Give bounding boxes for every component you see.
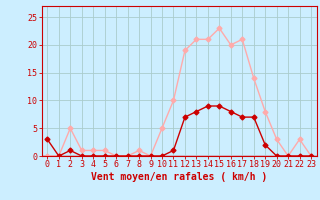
X-axis label: Vent moyen/en rafales ( km/h ): Vent moyen/en rafales ( km/h ) <box>91 172 267 182</box>
